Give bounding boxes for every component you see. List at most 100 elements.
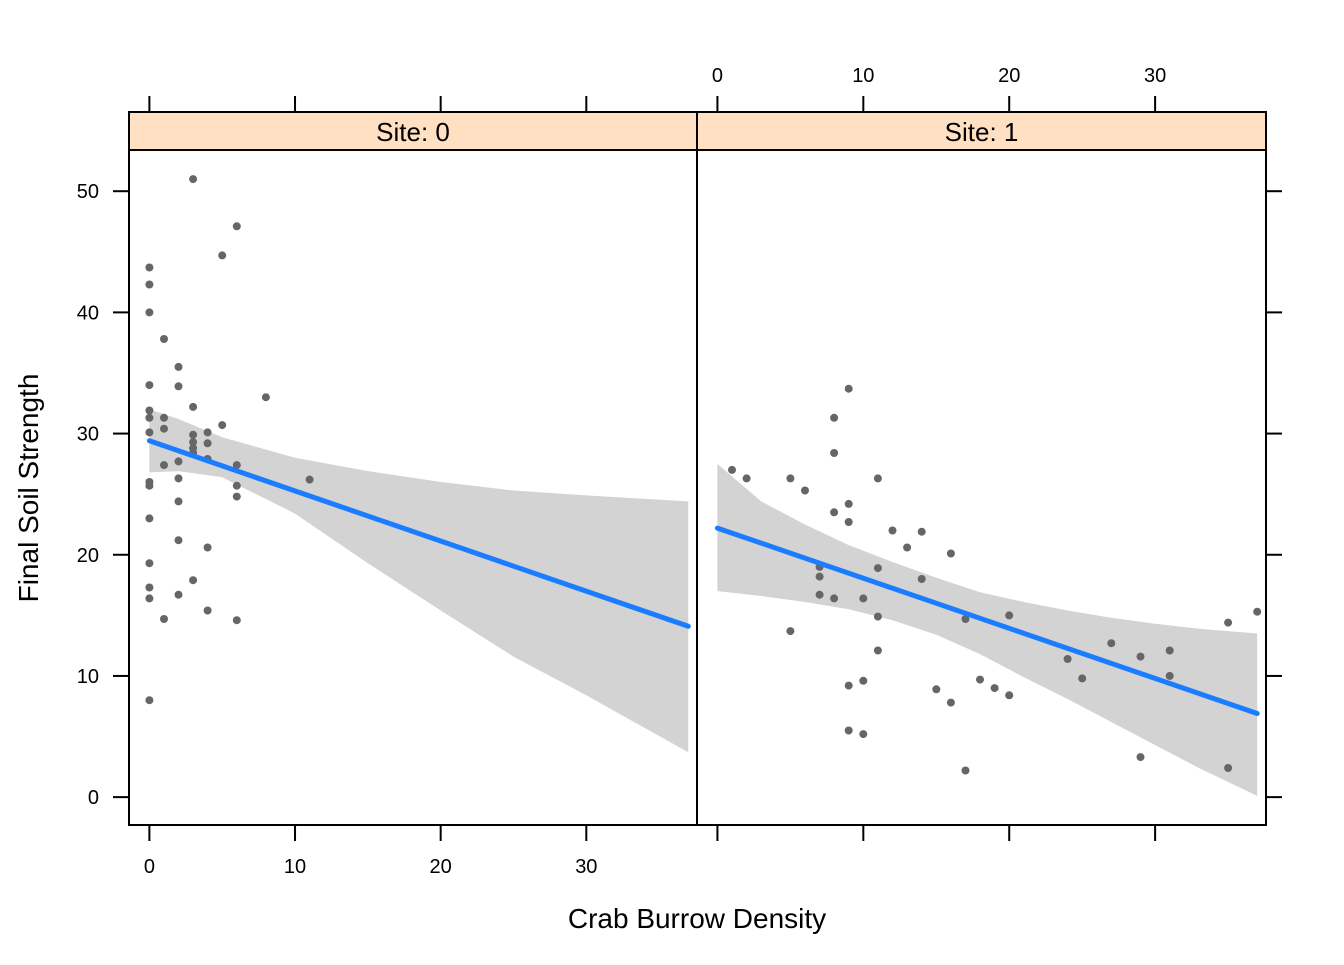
data-point [786, 627, 795, 636]
data-point [1136, 652, 1145, 661]
data-point [174, 497, 183, 506]
strip-background [128, 111, 698, 151]
data-point [203, 606, 212, 615]
panel-site-0: Site: 0 [128, 111, 698, 826]
x-tick-label: 0 [712, 65, 723, 87]
data-point [174, 590, 183, 599]
data-point [1107, 639, 1116, 648]
data-point [946, 698, 955, 707]
data-point [742, 474, 751, 483]
data-point [232, 222, 241, 231]
y-axis-title: Final Soil Strength [13, 374, 44, 603]
data-point [859, 676, 868, 685]
data-point [145, 406, 154, 415]
y-tick-label: 0 [88, 787, 99, 809]
data-point [189, 576, 198, 585]
data-point [145, 514, 154, 523]
data-point [1063, 655, 1072, 663]
data-point [203, 543, 212, 552]
panel-site-1: Site: 1 [696, 111, 1267, 826]
data-point [145, 428, 154, 437]
y-tick-label: 50 [77, 181, 99, 203]
data-point [160, 615, 168, 623]
x-tick-label: 10 [852, 65, 874, 87]
data-point [305, 475, 314, 484]
regression-line [714, 525, 1260, 716]
data-point [189, 430, 198, 439]
data-point [174, 382, 183, 391]
data-point [174, 457, 183, 466]
data-point [830, 449, 839, 457]
data-point [873, 612, 882, 621]
data-point [815, 572, 824, 581]
strip-label: Site: 0 [376, 117, 450, 147]
data-point [203, 439, 212, 448]
data-point [232, 616, 241, 625]
data-point [1005, 691, 1014, 700]
data-point [859, 730, 868, 739]
data-point [844, 518, 853, 526]
data-point [160, 413, 168, 422]
panels: Site: 0 Site: 1 [128, 111, 1267, 826]
data-point [145, 308, 154, 317]
data-point [203, 428, 212, 437]
data-point [844, 499, 853, 508]
data-point [815, 590, 824, 599]
data-point [160, 335, 168, 343]
data-point [145, 280, 154, 289]
x-tick-label: 30 [575, 856, 597, 878]
data-point [1078, 674, 1087, 683]
data-point [873, 646, 882, 655]
data-point [145, 481, 154, 490]
data-point [844, 384, 853, 393]
x-tick-label: 0 [144, 856, 155, 878]
data-point [961, 766, 970, 775]
data-point [174, 362, 183, 371]
data-point [873, 474, 882, 483]
data-point [232, 492, 241, 501]
data-point [844, 681, 853, 690]
y-tick-label: 10 [77, 666, 99, 688]
data-point [830, 594, 839, 603]
data-point [1224, 618, 1233, 627]
x-tick-label: 20 [430, 856, 452, 878]
data-point [145, 559, 154, 568]
data-point [145, 696, 154, 705]
data-point [1165, 671, 1174, 680]
data-point [830, 508, 839, 517]
data-point [932, 685, 941, 694]
confidence-band [149, 409, 689, 753]
data-point [830, 413, 839, 422]
data-point [961, 615, 970, 623]
data-point [160, 461, 168, 470]
data-point [728, 465, 736, 474]
strip-background [696, 111, 1267, 151]
data-point [1005, 611, 1014, 620]
data-point [917, 575, 926, 583]
x-tick-label: 10 [284, 856, 306, 878]
data-point [990, 684, 999, 693]
data-point [1136, 753, 1145, 762]
data-point [232, 461, 241, 470]
data-point [218, 421, 227, 430]
y-tick-label: 30 [77, 424, 99, 446]
data-point [145, 263, 154, 272]
data-point [888, 526, 897, 535]
x-tick-label: 20 [998, 65, 1020, 87]
axes: 0 10 20 30 0 10 20 30 0 10 20 30 40 50 [77, 65, 1282, 878]
x-axis-title: Crab Burrow Density [568, 903, 826, 934]
data-point [145, 413, 154, 422]
data-point [174, 536, 183, 545]
data-point [903, 543, 912, 552]
data-point [873, 564, 882, 573]
data-point [145, 583, 154, 592]
data-point [844, 726, 853, 735]
data-point [189, 438, 198, 447]
data-point [145, 594, 154, 603]
x-tick-label: 30 [1144, 65, 1166, 87]
data-point [160, 424, 168, 433]
data-point [145, 381, 154, 390]
y-tick-label: 40 [77, 302, 99, 324]
data-point [189, 175, 198, 184]
